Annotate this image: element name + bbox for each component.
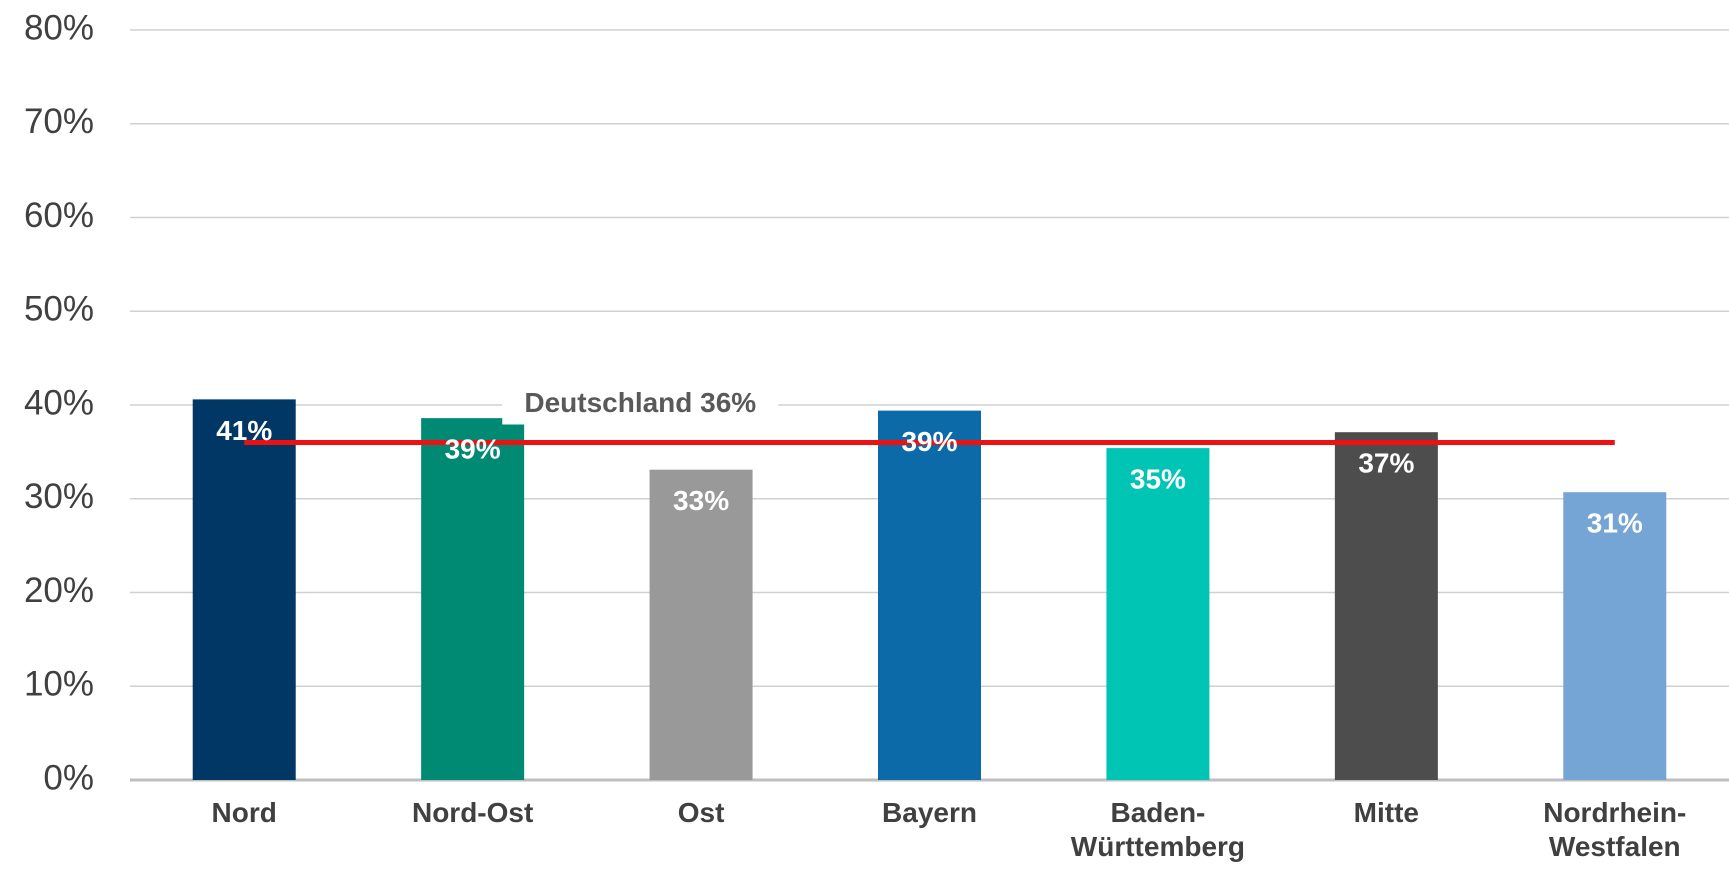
bar [1106, 448, 1210, 780]
bar [1563, 492, 1667, 780]
x-tick-label: Mitte [1353, 797, 1419, 828]
value-label: 41% [216, 415, 272, 446]
annotation: Deutschland 36% [524, 387, 756, 418]
bar [878, 410, 981, 780]
y-tick-label: 40% [24, 383, 94, 422]
x-tick-label: Nordrhein- Westfalen [1543, 797, 1687, 862]
y-tick-label: 20% [24, 571, 94, 610]
y-tick-label: 0% [43, 758, 94, 797]
value-label: 33% [673, 485, 729, 516]
bar [421, 418, 525, 780]
y-tick-label: 60% [24, 196, 94, 235]
value-label: 39% [445, 434, 501, 465]
annotation-background [502, 384, 779, 425]
bar [192, 399, 296, 780]
x-tick-label: Bayern [882, 797, 977, 828]
value-label: 39% [901, 426, 957, 457]
bar [1334, 432, 1438, 780]
y-tick-label: 30% [24, 477, 94, 516]
x-tick-label: Nord-Ost [411, 797, 534, 828]
x-tick-label: Nord [211, 797, 277, 828]
x-tick-label: Ost [677, 797, 725, 828]
y-tick-label: 70% [24, 102, 94, 141]
y-tick-label: 50% [24, 290, 94, 329]
value-label: 31% [1587, 508, 1643, 539]
y-tick-label: 10% [24, 665, 94, 704]
y-tick-label: 80% [24, 8, 94, 47]
bar [649, 469, 753, 780]
value-label: 37% [1358, 448, 1414, 479]
x-tick-label: Baden- Württemberg [1070, 797, 1246, 862]
value-label: 35% [1130, 464, 1186, 495]
